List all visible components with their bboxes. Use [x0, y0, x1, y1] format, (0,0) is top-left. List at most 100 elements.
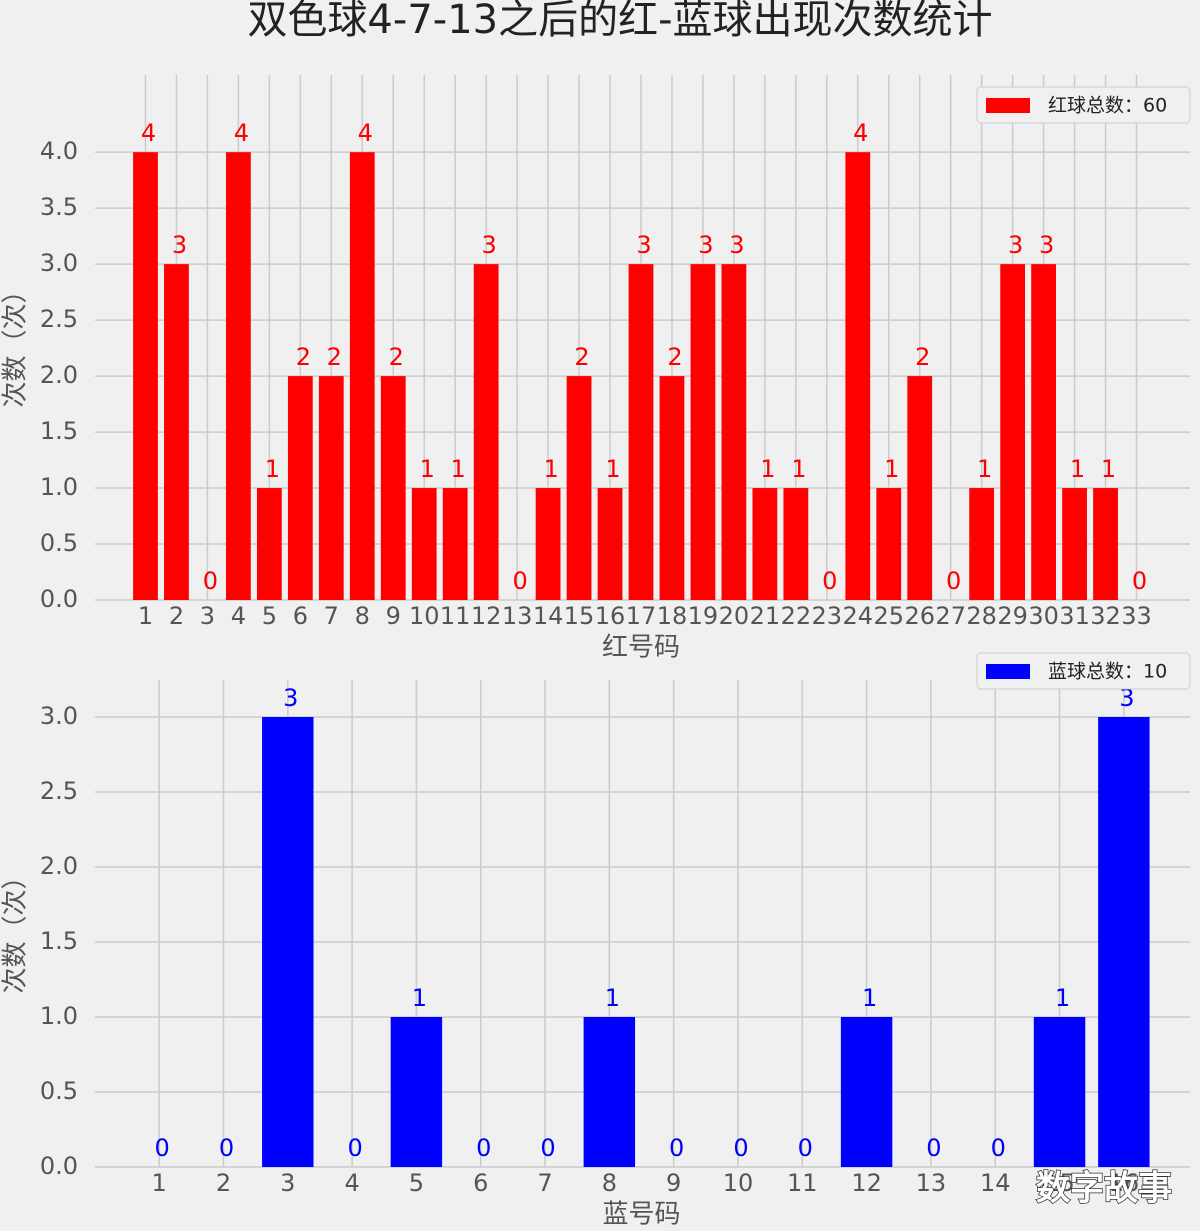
x-tick-label: 26: [904, 602, 935, 630]
x-tick-label: 17: [626, 602, 657, 630]
value-label: 0: [798, 1134, 813, 1162]
x-tick-label: 8: [602, 1169, 617, 1197]
value-label: 3: [1119, 684, 1134, 712]
value-label: 2: [389, 343, 404, 371]
bar: [349, 152, 375, 600]
value-label: 0: [540, 1134, 555, 1162]
x-tick-label: 9: [386, 602, 401, 630]
bar: [597, 488, 623, 600]
value-label: 3: [1008, 231, 1023, 259]
value-label: 1: [1070, 455, 1085, 483]
value-label: 0: [476, 1134, 491, 1162]
value-label: 0: [946, 567, 961, 595]
value-label: 0: [512, 567, 527, 595]
y-tick-label: 3.0: [40, 702, 78, 730]
x-tick-label: 8: [355, 602, 370, 630]
x-tick-label: 7: [324, 602, 339, 630]
y-tick-label: 0.0: [40, 585, 78, 613]
bar: [783, 488, 809, 600]
bar: [442, 488, 468, 600]
value-label: 1: [605, 984, 620, 1012]
x-tick-label: 27: [935, 602, 966, 630]
x-tick-label: 13: [916, 1169, 947, 1197]
bar: [1031, 264, 1056, 600]
x-tick-label: 31: [1059, 602, 1090, 630]
bar: [659, 376, 685, 600]
x-tick-label: 3: [200, 602, 215, 630]
bar: [164, 264, 189, 600]
legend-box: [976, 86, 1191, 124]
y-tick-label: 1.0: [40, 1002, 78, 1030]
chart-title: 双色球4-7-13之后的红-蓝球出现次数统计: [247, 0, 992, 43]
bar: [535, 488, 561, 600]
x-tick-label: 16: [1109, 1169, 1140, 1197]
bar: [390, 1017, 443, 1167]
y-tick-label: 1.0: [40, 473, 78, 501]
x-tick-label: 28: [966, 602, 997, 630]
bar: [840, 1017, 893, 1167]
bar: [1098, 717, 1150, 1167]
legend-swatch: [986, 98, 1030, 113]
value-label: 1: [605, 455, 620, 483]
x-tick-label: 14: [533, 602, 564, 630]
x-tick-label: 22: [781, 602, 812, 630]
x-tick-label: 5: [409, 1169, 424, 1197]
value-label: 1: [760, 455, 775, 483]
legend-box: [976, 652, 1191, 690]
value-label: 0: [669, 1134, 684, 1162]
bar: [256, 488, 282, 600]
value-label: 4: [234, 119, 249, 147]
x-tick-label: 18: [657, 602, 688, 630]
x-tick-label: 13: [502, 602, 533, 630]
x-tick-label: 21: [750, 602, 781, 630]
x-tick-label: 4: [344, 1169, 359, 1197]
bar: [907, 376, 933, 600]
bar: [411, 488, 437, 600]
x-tick-label: 10: [409, 602, 440, 630]
y-tick-label: 2.0: [40, 361, 78, 389]
x-tick-label: 2: [169, 602, 184, 630]
value-label: 0: [347, 1134, 362, 1162]
x-tick-label: 6: [293, 602, 308, 630]
value-label: 0: [219, 1134, 234, 1162]
bar: [473, 264, 499, 600]
x-tick-label: 1: [138, 602, 153, 630]
x-tick-label: 12: [471, 602, 502, 630]
bar: [1062, 488, 1087, 600]
value-label: 0: [203, 567, 218, 595]
value-label: 1: [977, 455, 992, 483]
watermark: 数字故事: [1036, 1169, 1172, 1209]
bar: [1093, 488, 1118, 600]
y-tick-label: 0.5: [40, 1077, 78, 1105]
value-label: 1: [543, 455, 558, 483]
value-label: 1: [862, 984, 877, 1012]
x-tick-label: 2: [216, 1169, 231, 1197]
x-tick-label: 4: [231, 602, 246, 630]
x-tick-label: 23: [812, 602, 843, 630]
x-tick-label: 10: [723, 1169, 754, 1197]
x-tick-label: 1: [152, 1169, 167, 1197]
bar: [721, 264, 747, 600]
value-label: 0: [733, 1134, 748, 1162]
value-label: 3: [1039, 231, 1054, 259]
bar: [583, 1017, 636, 1167]
y-tick-label: 2.5: [40, 305, 78, 333]
x-tick-label: 30: [1028, 602, 1059, 630]
value-label: 1: [791, 455, 806, 483]
value-label: 2: [915, 343, 930, 371]
x-tick-label: 25: [873, 602, 904, 630]
value-label: 2: [667, 343, 682, 371]
value-label: 3: [283, 684, 298, 712]
value-label: 1: [420, 455, 435, 483]
bar: [690, 264, 716, 600]
value-label: 0: [155, 1134, 170, 1162]
x-tick-label: 29: [997, 602, 1028, 630]
x-tick-label: 24: [843, 602, 874, 630]
x-tick-label: 11: [440, 602, 471, 630]
value-label: 4: [358, 119, 373, 147]
y-axis-label: 次数（次）: [1, 277, 31, 407]
value-label: 0: [822, 567, 837, 595]
y-tick-label: 0.5: [40, 529, 78, 557]
value-label: 0: [991, 1134, 1006, 1162]
x-tick-label: 7: [537, 1169, 552, 1197]
